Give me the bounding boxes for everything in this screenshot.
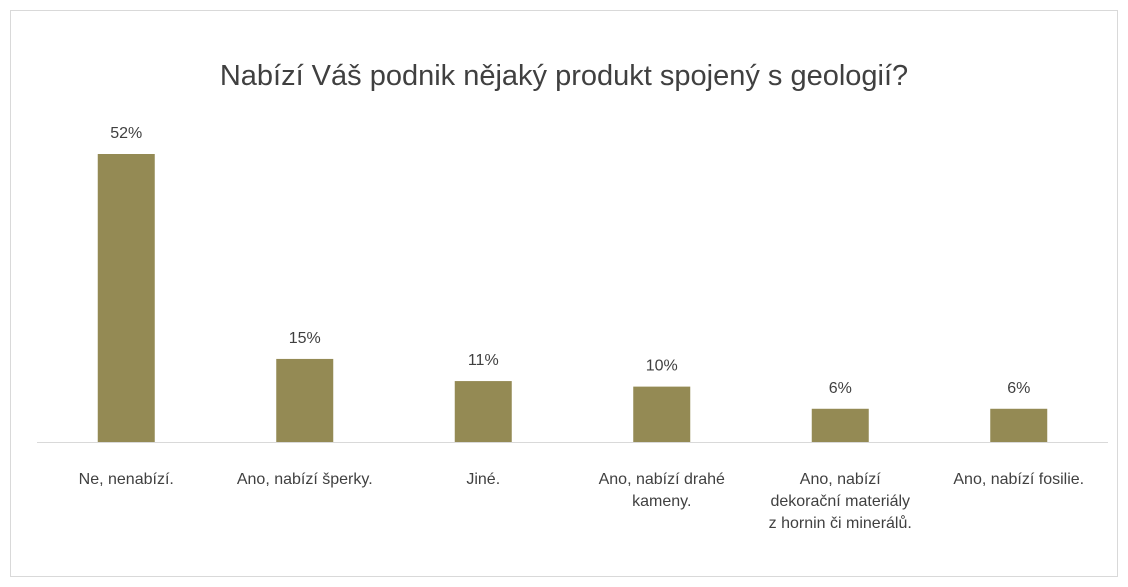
data-label: 52% — [110, 125, 142, 142]
data-label: 10% — [646, 358, 678, 375]
bar — [633, 386, 691, 442]
bar — [990, 408, 1048, 442]
bar — [454, 381, 512, 442]
bar — [276, 358, 334, 442]
bar — [811, 408, 869, 442]
data-label: 11% — [468, 352, 499, 369]
x-tick-label: Ano, nabízí fosilie. — [953, 471, 1084, 488]
data-label: 15% — [289, 330, 321, 347]
bar — [97, 154, 155, 442]
x-tick-label: Ano, nabízí šperky. — [237, 471, 373, 488]
x-tick-label: Ano, nabízí drahé kameny. — [599, 471, 725, 510]
x-tick-label: Ano, nabízí dekorační materiály z hornin č… — [769, 471, 912, 532]
x-tick-label: Ne, nenabízí. — [79, 471, 174, 488]
data-label: 6% — [829, 380, 852, 397]
chart-border — [10, 10, 1118, 577]
x-tick-label: Jiné. — [466, 471, 500, 488]
chart-title: Nabízí Váš podnik nějaký produkt spojený… — [220, 60, 908, 92]
data-label: 6% — [1007, 380, 1030, 397]
